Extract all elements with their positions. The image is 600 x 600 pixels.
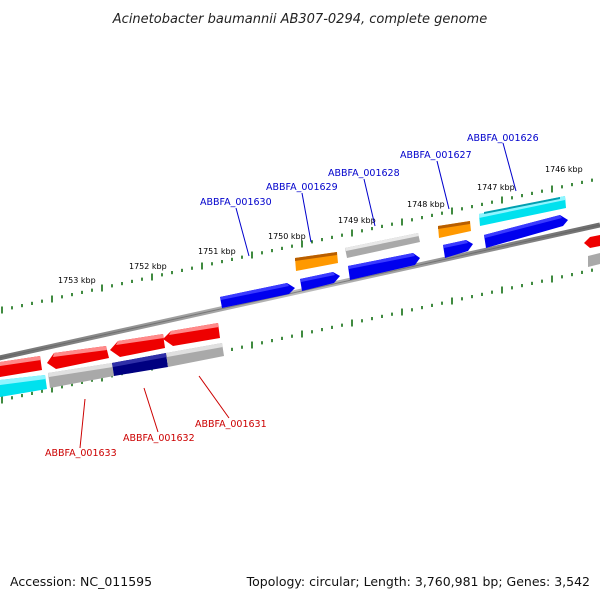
gene-label-abbfa-001628[interactable]: ABBFA_001628 <box>328 168 400 179</box>
gene-forward-blue[interactable] <box>484 215 568 248</box>
kbp-label-1746: 1746 kbp <box>545 165 583 174</box>
inner-tick-scale <box>1 268 593 404</box>
map-title: Acinetobacter baumannii AB307-0294, comp… <box>112 12 487 27</box>
kbp-label-1748: 1748 kbp <box>407 200 445 209</box>
forward-label-leaders <box>235 142 517 257</box>
kbp-label-1752: 1752 kbp <box>129 262 167 271</box>
gene-forward-blue[interactable] <box>300 272 340 291</box>
gene-forward-red-edge[interactable] <box>584 235 600 248</box>
kbp-label-1753: 1753 kbp <box>58 276 96 285</box>
gene-forward-blue[interactable] <box>220 283 295 308</box>
gene-label-abbfa-001633[interactable]: ABBFA_001633 <box>45 448 117 459</box>
reverse-genes <box>0 323 224 397</box>
reverse-gene-labels: ABBFA_001631 ABBFA_001632 ABBFA_001633 <box>45 419 267 459</box>
gene-label-abbfa-001630[interactable]: ABBFA_001630 <box>200 197 272 208</box>
forward-gene-labels: ABBFA_001626 ABBFA_001627 ABBFA_001628 A… <box>200 133 539 208</box>
kbp-label-1747: 1747 kbp <box>477 183 515 192</box>
accession-text: Accession: NC_011595 <box>10 574 152 589</box>
kbp-label-1749: 1749 kbp <box>338 216 376 225</box>
gene-forward-blue[interactable] <box>348 253 420 280</box>
genome-stats-text: Topology: circular; Length: 3,760,981 bp… <box>246 574 590 589</box>
gene-forward-gray-edge[interactable] <box>588 253 600 267</box>
gene-label-abbfa-001627[interactable]: ABBFA_001627 <box>400 150 472 161</box>
gene-label-abbfa-001629[interactable]: ABBFA_001629 <box>266 182 338 193</box>
gene-label-abbfa-001631[interactable]: ABBFA_001631 <box>195 419 267 430</box>
reverse-label-leaders <box>79 375 230 449</box>
kbp-label-1751: 1751 kbp <box>198 247 236 256</box>
forward-genes <box>220 196 600 308</box>
gene-label-abbfa-001626[interactable]: ABBFA_001626 <box>467 133 539 144</box>
kbp-scale-labels: 1746 kbp 1747 kbp 1748 kbp 1749 kbp 1750… <box>58 165 583 285</box>
kbp-label-1750: 1750 kbp <box>268 232 306 241</box>
gene-label-abbfa-001632[interactable]: ABBFA_001632 <box>123 433 195 444</box>
outer-tick-scale <box>1 178 593 314</box>
